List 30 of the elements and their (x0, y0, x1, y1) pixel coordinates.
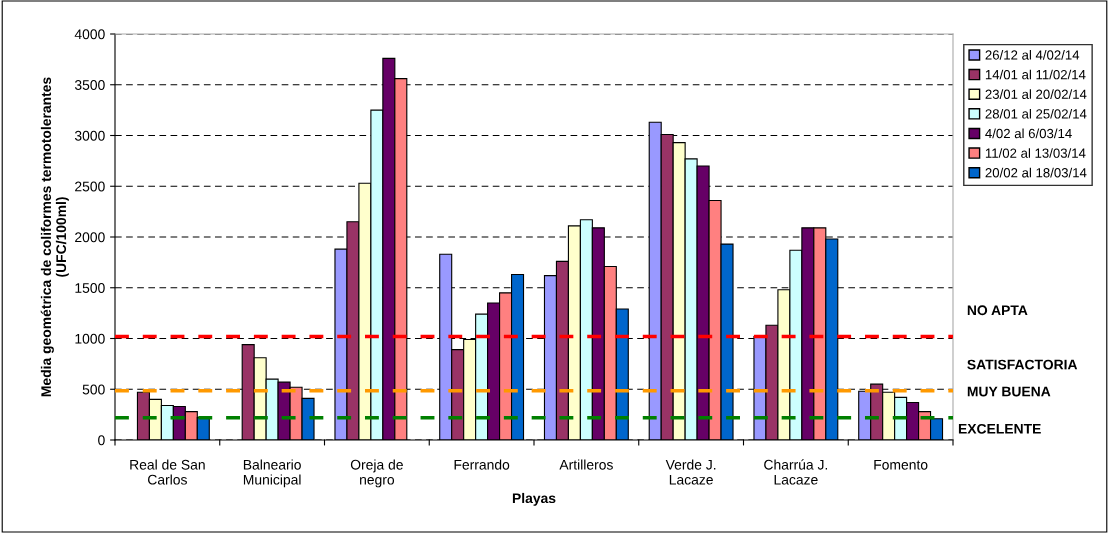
ref-line-label: NO APTA (967, 305, 1028, 316)
legend-label: 14/01 al 11/02/14 (985, 69, 1086, 80)
text: EXCELENTE (958, 423, 1041, 434)
x-tick-label: Real de San Carlos (130, 459, 205, 485)
legend-label: 23/01 al 20/02/14 (985, 89, 1087, 99)
ref-line-label: MUY BUENA (967, 386, 1051, 397)
y-tick-label: 2500 (75, 181, 105, 192)
y-tick-label: 0 (98, 435, 105, 446)
y-tick-label: 4000 (74, 29, 105, 40)
y-axis-title: Media geométrica de coliformes termotolerantes (UFC/100ml) (40, 77, 69, 397)
x-tick-label: Oreja de negro (350, 459, 403, 488)
y-tick-label: 3000 (74, 130, 105, 141)
legend-label: 4/02 al 6/03/14 (985, 128, 1072, 139)
legend-label: 28/01 al 25/02/14 (985, 108, 1087, 119)
legend-label: 11/02 al 13/03/14 (985, 148, 1086, 158)
x-tick-label: Ferrando (454, 459, 510, 470)
y-tick-label: 1000 (75, 333, 105, 344)
legend-label: 26/12 al 4/02/14 (985, 50, 1080, 60)
x-axis-title: Playas (512, 492, 556, 506)
y-tick-label: 3500 (74, 80, 105, 90)
x-tick-label: Verde J. Lacaze (665, 459, 716, 485)
x-tick-label: Artilleros (559, 459, 613, 470)
legend-label: 20/02 al 18/03/14 (985, 167, 1087, 178)
x-tick-label: Charrúa J. Lacaze (764, 459, 828, 485)
x-tick-label: Fomento (874, 459, 928, 470)
x-tick-label: Balneario Municipal (243, 459, 301, 488)
y-tick-label: 2000 (75, 232, 105, 243)
y-tick-label: 500 (82, 384, 105, 395)
ref-line-label: SATISFACTORIA (967, 359, 1078, 370)
y-tick-label: 1500 (75, 283, 105, 293)
